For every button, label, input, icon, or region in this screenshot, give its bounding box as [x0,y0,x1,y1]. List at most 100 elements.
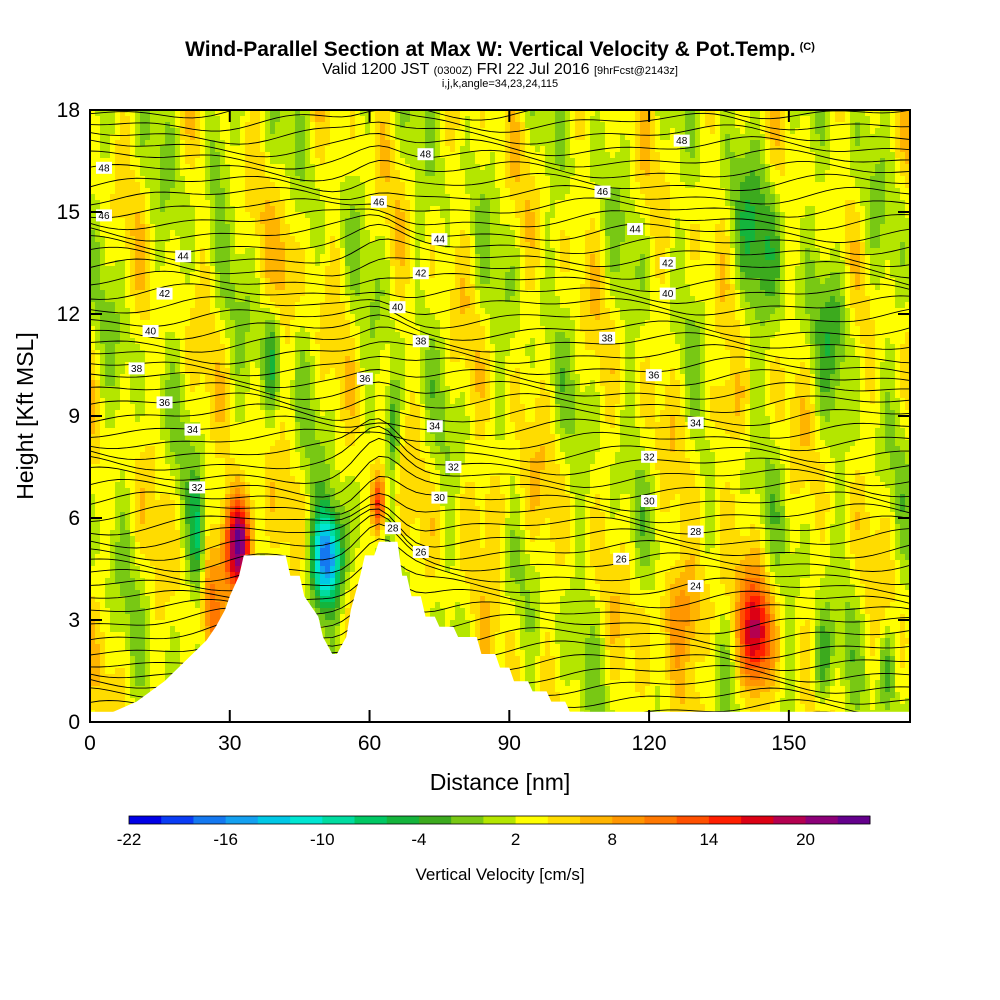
isentrope-label: 48 [673,134,690,147]
isentrope-label-text: 32 [192,483,204,494]
isentrope-label-text: 28 [690,527,702,538]
isentrope-label-text: 32 [448,463,460,474]
chart-title: Wind-Parallel Section at Max W: Vertical… [0,38,1000,62]
isentrope-label: 40 [142,325,159,338]
isentrope-label-text: 48 [98,163,110,174]
isentrope-label-text: 44 [630,225,642,236]
isentrope-label-text: 40 [145,327,157,338]
isentrope-label: 32 [641,450,658,463]
colorbar-swatch [515,816,549,824]
isentrope-label: 36 [356,372,373,385]
isentrope-label-text: 48 [420,150,432,161]
isentrope-label: 38 [128,362,145,375]
isentrope-label-text: 26 [415,548,427,559]
isentrope-label-text: 32 [644,452,656,463]
colorbar-swatch [676,816,710,824]
isentrope-label-text: 40 [392,303,404,314]
colorbar-tick-label: -10 [310,830,335,849]
isentrope-label-text: 34 [187,425,199,436]
isentrope-label-text: 30 [644,497,656,508]
isentrope-label-text: 46 [373,197,385,208]
isentrope-label-text: 40 [662,289,674,300]
isentrope-label: 34 [426,420,443,433]
isentrope-label: 38 [412,335,429,348]
isentrope-label: 42 [156,287,173,300]
isentrope-label-text: 30 [434,493,446,504]
y-tick-label: 0 [68,711,80,734]
x-tick-label: 150 [771,732,806,755]
colorbar-tick-label: 2 [511,830,520,849]
colorbar-tick-label: 20 [796,830,815,849]
isentrope-label: 44 [627,223,644,236]
isentrope-label-text: 38 [131,364,143,375]
y-axis-title: Height [Kft MSL] [12,332,38,499]
colorbar-swatch [386,816,420,824]
section-indices: i,j,k,angle=34,23,24,115 [441,78,559,90]
colorbar-tick-label: -4 [411,830,426,849]
colorbar-swatch [708,816,742,824]
valid-prefix: Valid 1200 JST [322,61,430,78]
isentrope-label: 28 [687,525,704,538]
isentrope-label-text: 42 [662,259,674,270]
colorbar-swatch [322,816,356,824]
colorbar-swatch [612,816,645,824]
colorbar-swatch [418,816,452,824]
chart-title-text: Wind-Parallel Section at Max W: Vertical… [185,38,796,61]
isentrope-label: 48 [95,161,112,174]
colorbar-swatch [193,816,227,824]
isentrope-label: 32 [189,481,206,494]
colorbar-swatch [547,816,581,824]
colorbar: -22 -16 -10 -4 2 8 14 20 [117,815,871,849]
forecast-info: [9hrFcst@2143z] [593,65,678,77]
isentrope-label-text: 24 [690,582,702,593]
x-tick-label: 90 [498,732,521,755]
isentrope-label-text: 28 [387,524,399,535]
isentrope-label-text: 38 [602,333,614,344]
colorbar-swatch [257,816,291,824]
x-tick-label: 120 [632,732,667,755]
colorbar-tick-label: 8 [608,830,617,849]
isentrope-label-text: 36 [648,371,660,382]
isentrope-label: 30 [641,495,658,508]
isentrope-label-text: 34 [429,422,441,433]
colorbar-swatch [161,816,194,824]
isentrope-label: 28 [384,522,401,535]
terrain [90,541,910,722]
isentrope-label-text: 34 [690,418,702,429]
valid-utc: (0300Z) [433,65,473,77]
isentrope-label-text: 42 [415,269,427,280]
copyright-mark: (C) [799,41,815,53]
colorbar-swatch [805,816,839,824]
colorbar-swatch [483,816,517,824]
isentrope-label: 24 [687,580,704,593]
isentrope-label: 34 [184,423,201,436]
colorbar-swatch [773,816,807,824]
isentrope-label-text: 46 [98,211,110,222]
isentrope-label: 40 [659,287,676,300]
valid-date: FRI 22 Jul 2016 [476,61,590,78]
y-tick-label: 15 [57,201,80,224]
isentrope-label: 44 [175,250,192,263]
isentrope-label: 26 [412,546,429,559]
isentrope-label-text: 36 [359,374,371,385]
colorbar-swatch [354,816,388,824]
y-tick-label: 18 [57,99,80,122]
isentrope-labels: 48 48 48 46 46 46 44 44 44 42 42 42 40 40 40 38 38 38 36 36… [95,134,704,593]
x-tick-label: 30 [218,732,241,755]
isentrope-label-text: 46 [597,187,609,198]
colorbar-swatch [837,816,871,824]
y-tick-label: 12 [57,303,80,326]
isentrope-label: 44 [431,233,448,246]
colorbar-swatch [451,816,484,824]
isentrope-label-text: 38 [415,337,427,348]
isentrope-label-text: 44 [434,235,446,246]
isentrope-label: 42 [412,267,429,280]
isentrope-label: 34 [687,416,704,429]
isentrope-label-text: 48 [676,136,688,147]
y-tick-label: 9 [68,405,80,428]
isentrope-label: 46 [594,185,611,198]
isentrope-label-text: 26 [616,554,628,565]
x-tick-label: 0 [84,732,96,755]
